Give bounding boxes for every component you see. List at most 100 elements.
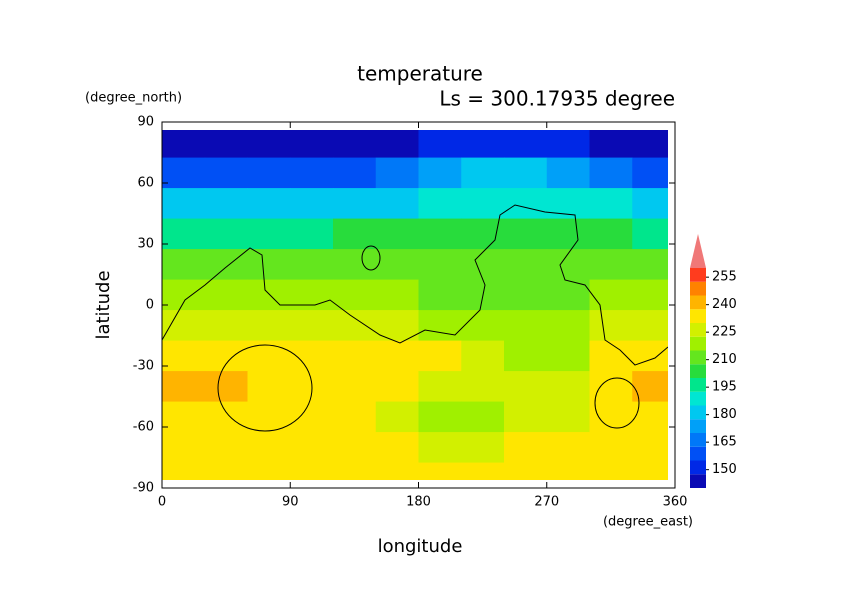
temperature-cell <box>333 218 377 250</box>
temperature-cell <box>589 130 633 159</box>
temperature-cell <box>247 188 291 220</box>
temperature-cell <box>504 188 548 220</box>
temperature-cell <box>290 432 334 464</box>
contour-line <box>361 245 381 271</box>
temperature-cell <box>418 310 462 342</box>
temperature-cell <box>632 157 668 189</box>
temperature-cell <box>418 249 462 281</box>
temperature-cell <box>589 310 633 342</box>
chart-title: temperature <box>357 62 483 86</box>
temperature-cell <box>333 249 377 281</box>
temperature-cell <box>204 218 248 250</box>
temperature-cell <box>290 310 334 342</box>
temperature-cell <box>504 340 548 372</box>
temperature-cell <box>375 401 419 433</box>
temperature-cell <box>504 249 548 281</box>
temperature-cell <box>589 157 633 189</box>
temperature-cell <box>162 249 206 281</box>
temperature-cell <box>162 401 206 433</box>
temperature-cell <box>546 310 590 342</box>
temperature-cell <box>375 130 419 159</box>
colorbar-band <box>690 350 706 365</box>
temperature-cell <box>247 401 291 433</box>
y-tick-label: 30 <box>137 237 154 252</box>
temperature-cell <box>247 279 291 311</box>
colorbar-band <box>690 364 706 378</box>
temperature-cell <box>162 279 206 311</box>
x-tick-label: 180 <box>406 495 431 510</box>
temperature-cell <box>461 188 505 220</box>
y-tick-label: 60 <box>137 176 154 191</box>
temperature-cell <box>461 462 505 480</box>
temperature-cell <box>418 157 462 189</box>
temperature-cell <box>247 310 291 342</box>
colorbar-tick-label: 210 <box>712 352 737 367</box>
temperature-cell <box>204 249 248 281</box>
temperature-cell <box>162 432 206 464</box>
temperature-cell <box>546 130 590 159</box>
temperature-cell <box>247 249 291 281</box>
temperature-cell <box>204 157 248 189</box>
colorbar-band <box>690 281 706 296</box>
temperature-cell <box>375 340 419 372</box>
temperature-cell <box>290 279 334 311</box>
colorbar-band <box>690 295 706 310</box>
temperature-cell <box>504 371 548 403</box>
temperature-cell <box>589 279 633 311</box>
temperature-cell <box>461 130 505 159</box>
temperature-cell <box>162 218 206 250</box>
x-unit: (degree_east) <box>603 515 693 530</box>
colorbar-tick-label: 255 <box>712 270 737 285</box>
temperature-cell <box>546 371 590 403</box>
temperature-cell <box>333 371 377 403</box>
colorbar-band <box>690 446 706 461</box>
temperature-cell <box>290 340 334 372</box>
temperature-cell <box>418 432 462 464</box>
contour-line <box>162 204 668 366</box>
temperature-cell <box>461 401 505 433</box>
temperature-cell <box>461 432 505 464</box>
temperature-cell <box>504 432 548 464</box>
temperature-cell <box>632 218 668 250</box>
colorbar-band <box>690 323 706 337</box>
temperature-cell <box>375 157 419 189</box>
temperature-cell <box>247 130 291 159</box>
temperature-cell <box>290 130 334 159</box>
temperature-cell <box>333 432 377 464</box>
contour-line <box>217 344 313 432</box>
temperature-cell <box>204 310 248 342</box>
temperature-cell <box>333 340 377 372</box>
x-axis-label: longitude <box>378 536 463 557</box>
temperature-cell <box>546 340 590 372</box>
colorbar-tick-label: 225 <box>712 325 737 340</box>
temperature-cell <box>589 249 633 281</box>
x-tick-label: 90 <box>282 495 299 510</box>
temperature-cell <box>247 371 291 403</box>
y-tick-label: -90 <box>133 481 154 496</box>
y-tick-label: -60 <box>133 420 154 435</box>
temperature-cell <box>546 218 590 250</box>
topography-contour <box>162 204 668 432</box>
temperature-cell <box>290 157 334 189</box>
temperature-cell <box>418 188 462 220</box>
temperature-cell <box>375 188 419 220</box>
temperature-cell <box>290 188 334 220</box>
temperature-cell <box>204 188 248 220</box>
temperature-cell <box>589 188 633 220</box>
temperature-cell <box>504 279 548 311</box>
temperature-cell <box>162 371 206 403</box>
colorbar-band <box>690 474 706 488</box>
colorbar-band <box>690 419 706 433</box>
temperature-cell <box>418 130 462 159</box>
temperature-cell <box>375 462 419 480</box>
temperature-cell <box>375 249 419 281</box>
temperature-cell <box>632 310 668 342</box>
temperature-cell <box>589 462 633 480</box>
temperature-cell <box>461 218 505 250</box>
temperature-cell <box>290 249 334 281</box>
colorbar-extension <box>690 234 706 268</box>
colorbar-band <box>690 309 706 323</box>
colorbar-tick-label: 150 <box>712 462 737 477</box>
temperature-cell <box>290 401 334 433</box>
